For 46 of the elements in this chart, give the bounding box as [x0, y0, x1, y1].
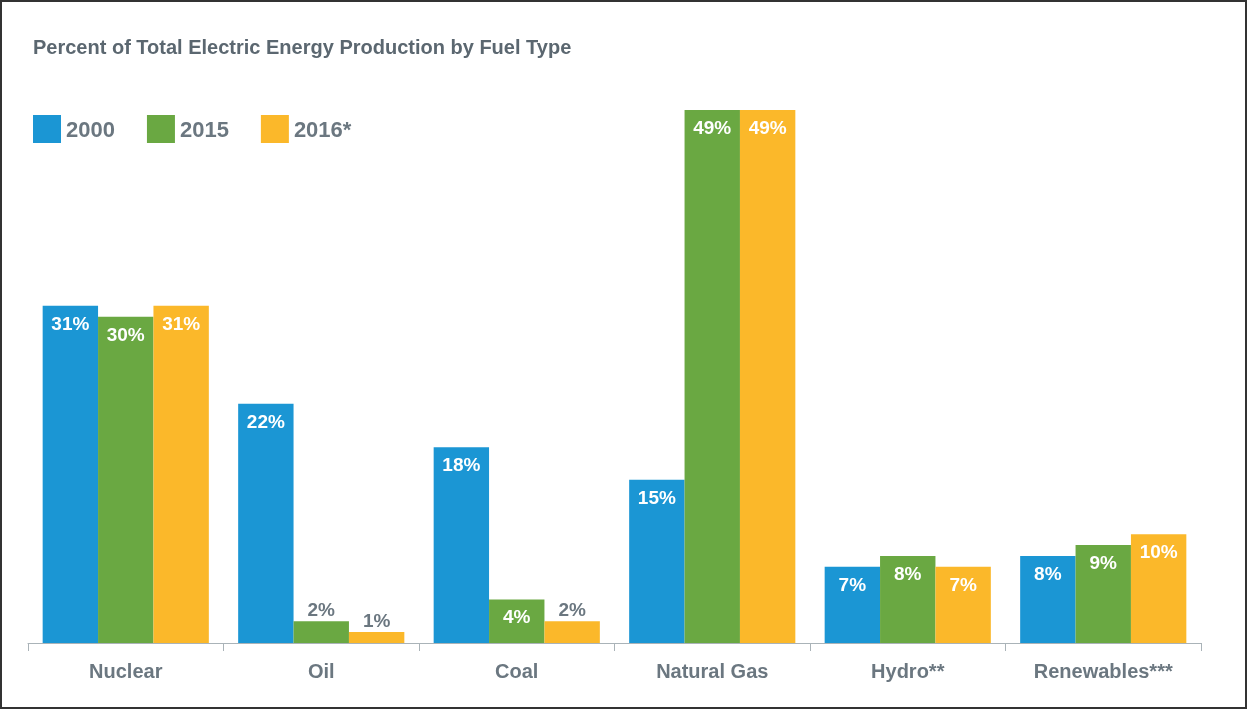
bar [629, 479, 685, 643]
data-label: 10% [1139, 541, 1178, 563]
bar [238, 403, 294, 643]
x-tick-label: Coal [495, 660, 539, 682]
data-label: 31% [51, 312, 90, 334]
data-label: 22% [246, 410, 285, 432]
bar [1020, 555, 1076, 643]
data-label: 7% [949, 573, 977, 595]
data-label: 18% [442, 454, 481, 476]
data-label: 8% [894, 562, 922, 584]
data-label: 4% [503, 606, 531, 628]
data-label: 2% [307, 599, 336, 621]
bar [433, 447, 490, 643]
bar [489, 599, 545, 643]
bar [153, 305, 209, 643]
x-tick-label: Renewables*** [1033, 660, 1173, 682]
data-label: 9% [1089, 552, 1118, 574]
bar [880, 555, 936, 643]
legend-label: 2000 [66, 116, 115, 142]
legend-label: 2015 [179, 116, 229, 142]
data-label: 30% [106, 323, 145, 345]
bar [935, 566, 991, 643]
x-tick-label: Nuclear [89, 660, 163, 682]
data-label: 2% [558, 599, 586, 621]
bar [1075, 545, 1131, 643]
data-label: 1% [362, 610, 391, 632]
bar [98, 316, 154, 643]
data-label: 7% [838, 573, 867, 595]
bar [544, 621, 600, 643]
data-label: 8% [1034, 562, 1062, 584]
x-tick-label: Natural Gas [656, 660, 769, 682]
bar [293, 621, 349, 643]
data-label: 15% [637, 486, 676, 508]
legend-label: 2016* [293, 116, 352, 142]
data-label: 31% [162, 312, 201, 334]
bar [684, 110, 740, 643]
data-label: 49% [748, 117, 787, 138]
bar [1130, 534, 1187, 643]
chart-title: Percent of Total Electric Energy Production by Fuel Type [33, 36, 572, 58]
x-tick-label: Oil [307, 660, 335, 682]
data-label: 49% [693, 117, 732, 138]
bar [42, 305, 99, 643]
x-tick-label: Hydro** [871, 660, 945, 682]
bar [348, 632, 405, 643]
bar [824, 566, 881, 643]
bar [739, 110, 796, 643]
